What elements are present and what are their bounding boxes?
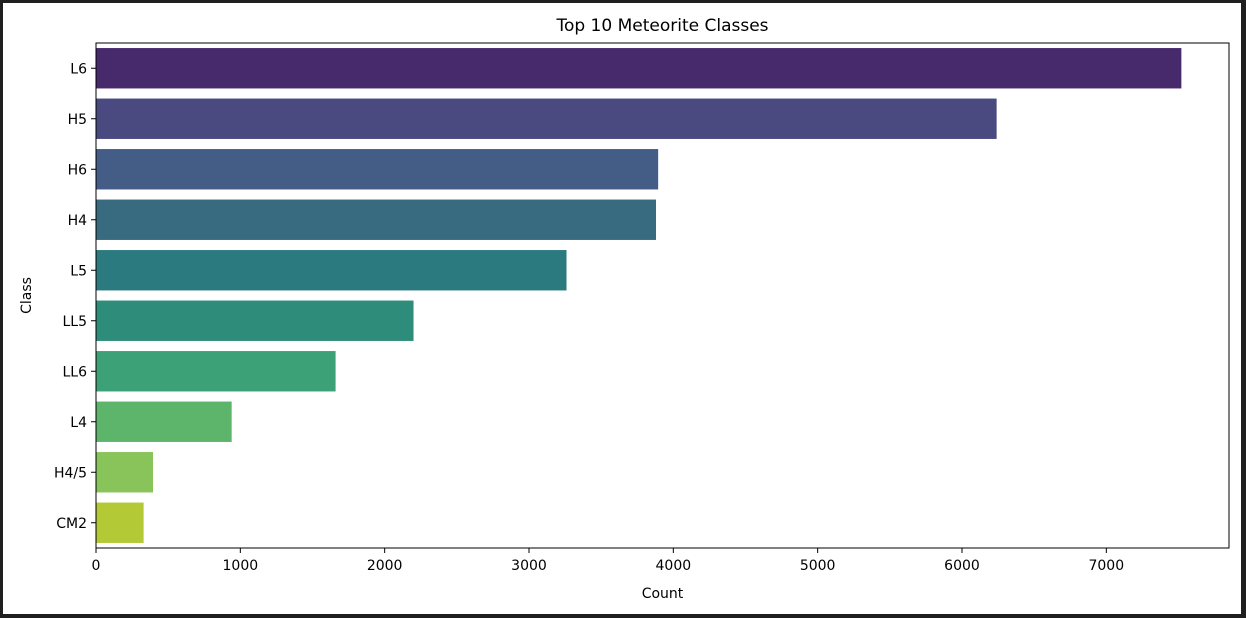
bar-h4-5	[96, 452, 154, 493]
x-tick-label: 4000	[656, 558, 692, 574]
y-tick-label: L5	[70, 263, 87, 279]
figure: Top 10 Meteorite Classes L6 H5 H6 H4 L5 LL5 LL…	[3, 3, 1241, 614]
x-tick-label: 5000	[800, 558, 836, 574]
y-tick-label: H5	[68, 112, 87, 128]
x-tick-label: 2000	[367, 558, 403, 574]
y-tick-label: L4	[70, 415, 87, 431]
bar-h6	[96, 149, 659, 190]
bar-l5	[96, 250, 567, 291]
bar-h4	[96, 199, 657, 240]
y-tick-label: CM2	[56, 516, 87, 532]
x-tick-label: 3000	[511, 558, 547, 574]
x-tick-label: 1000	[223, 558, 259, 574]
x-tick-label: 0	[92, 558, 101, 574]
x-tick-label: 6000	[944, 558, 980, 574]
y-tick-label: LL5	[62, 314, 87, 330]
x-axis-label: Count	[642, 586, 684, 602]
bar-h5	[96, 98, 997, 139]
x-tick-layer: 0 1000 2000 3000 4000 5000 6000 7000	[92, 548, 1124, 574]
plot-frame	[95, 42, 1230, 549]
bar-chart: Top 10 Meteorite Classes L6 H5 H6 H4 L5 LL5 LL…	[19, 16, 1230, 602]
bars-layer	[96, 48, 1182, 543]
y-tick-label: H4/5	[54, 465, 87, 481]
chart-title: Top 10 Meteorite Classes	[555, 16, 768, 36]
y-tick-label: LL6	[62, 364, 87, 380]
y-tick-label: H6	[68, 162, 88, 178]
bar-l6	[96, 48, 1182, 89]
y-tick-label: L6	[70, 61, 87, 77]
y-tick-label: H4	[68, 213, 88, 229]
bar-cm2	[96, 502, 144, 543]
bar-ll6	[96, 351, 336, 392]
x-tick-label: 7000	[1088, 558, 1124, 574]
bar-ll5	[96, 300, 414, 341]
y-axis-label: Class	[19, 277, 35, 314]
y-tick-layer: L6 H5 H6 H4 L5 LL5 LL6 L4 H4/5 CM2	[54, 61, 96, 532]
bar-l4	[96, 401, 232, 442]
